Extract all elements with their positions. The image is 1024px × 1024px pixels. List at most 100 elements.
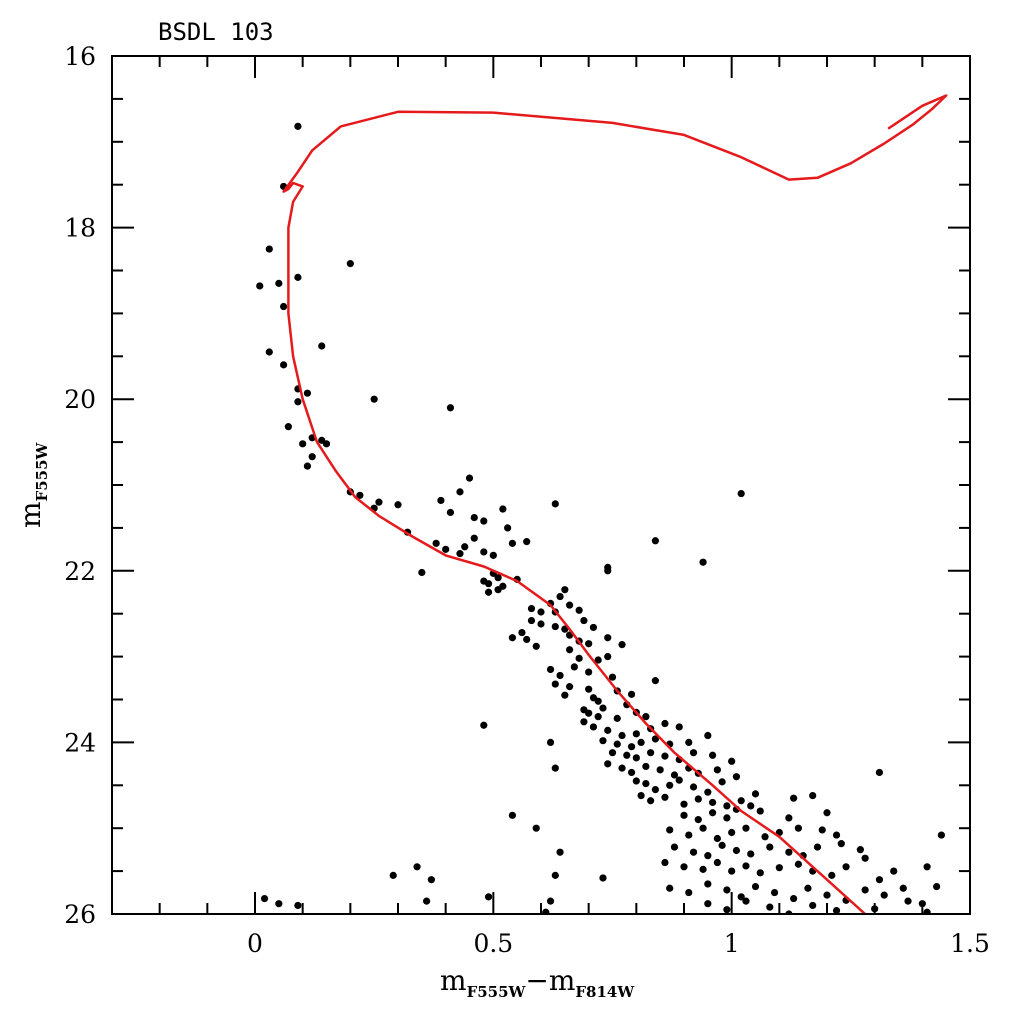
star-point [256, 282, 264, 290]
star-point [723, 886, 731, 894]
star-point [632, 730, 640, 738]
star-point [280, 302, 288, 311]
star-point [265, 348, 273, 356]
star-point [766, 843, 774, 851]
star-point [804, 884, 812, 892]
star-point [556, 848, 564, 856]
star-point [546, 738, 555, 747]
star-point [937, 831, 946, 839]
star-point [504, 524, 512, 532]
star-point [465, 474, 474, 482]
star-point [294, 398, 302, 406]
star-point [556, 671, 564, 680]
star-point [689, 783, 698, 791]
star-point [432, 539, 440, 547]
star-point [389, 871, 397, 879]
star-point [375, 498, 383, 506]
star-point [661, 858, 669, 867]
star-point [685, 738, 693, 747]
star-point [484, 588, 493, 596]
star-point [642, 762, 650, 771]
star-point [599, 704, 607, 712]
star-point [318, 342, 326, 350]
plot-area [256, 94, 948, 914]
star-point [699, 558, 707, 566]
star-point [861, 886, 869, 894]
star-point [775, 864, 783, 872]
star-point [794, 824, 803, 832]
star-point [689, 848, 698, 856]
x-tick-label: 0 [247, 929, 263, 958]
star-point [594, 697, 602, 705]
star-point [589, 623, 598, 632]
star-point [694, 816, 702, 824]
star-point [785, 848, 793, 856]
star-point [723, 802, 731, 810]
star-point [394, 501, 402, 509]
y-label-sub: F555W [33, 441, 51, 501]
star-point [785, 814, 793, 822]
star-point [637, 738, 645, 747]
star-point [484, 893, 493, 901]
star-point [551, 680, 559, 688]
x-label-minus: − [525, 964, 548, 997]
star-point [585, 709, 593, 717]
star-point [585, 668, 593, 676]
star-point [632, 777, 640, 785]
star-point [446, 404, 455, 412]
x-label-sub2: F814W [575, 983, 635, 1001]
star-point [728, 757, 736, 765]
star-point [508, 539, 516, 547]
star-point [670, 771, 679, 779]
star-point [604, 760, 612, 768]
data-layer [256, 94, 948, 914]
star-point [303, 462, 312, 470]
star-point [456, 488, 464, 496]
star-point [713, 766, 721, 774]
star-point [923, 908, 931, 914]
star-point [704, 731, 712, 740]
star-point [666, 884, 674, 892]
star-point [599, 737, 607, 745]
star-point [494, 574, 502, 582]
star-point [632, 754, 640, 762]
star-point [413, 863, 421, 871]
star-point [556, 592, 564, 601]
y-tick-label: 24 [64, 728, 96, 757]
star-point [809, 791, 817, 800]
y-tick-label: 26 [64, 900, 96, 929]
star-point [890, 867, 898, 875]
star-point [642, 779, 650, 788]
x-tick-label: 1.5 [950, 929, 990, 958]
star-point [666, 826, 674, 834]
star-point [685, 888, 693, 897]
star-point [661, 719, 669, 728]
star-point [423, 897, 431, 905]
star-point [599, 874, 607, 882]
star-point [589, 723, 598, 731]
star-point [570, 663, 578, 671]
star-point [551, 764, 559, 772]
star-point [728, 867, 736, 875]
star-point [904, 897, 912, 905]
star-point [294, 273, 302, 281]
star-point [794, 860, 803, 868]
star-point [527, 604, 536, 613]
star-point [689, 749, 698, 757]
x-label-sub: F555W [467, 983, 527, 1001]
star-point [480, 721, 488, 729]
star-point [537, 620, 545, 628]
star-point [723, 814, 731, 822]
star-point [494, 586, 502, 594]
star-point [623, 751, 631, 759]
star-point [761, 833, 769, 841]
star-point [680, 811, 688, 819]
star-point [604, 634, 612, 642]
star-point [747, 850, 755, 858]
star-point [537, 608, 545, 616]
star-point [751, 882, 760, 891]
star-point [308, 453, 316, 461]
star-point [604, 653, 612, 661]
star-point [546, 665, 555, 674]
star-point [604, 567, 612, 575]
